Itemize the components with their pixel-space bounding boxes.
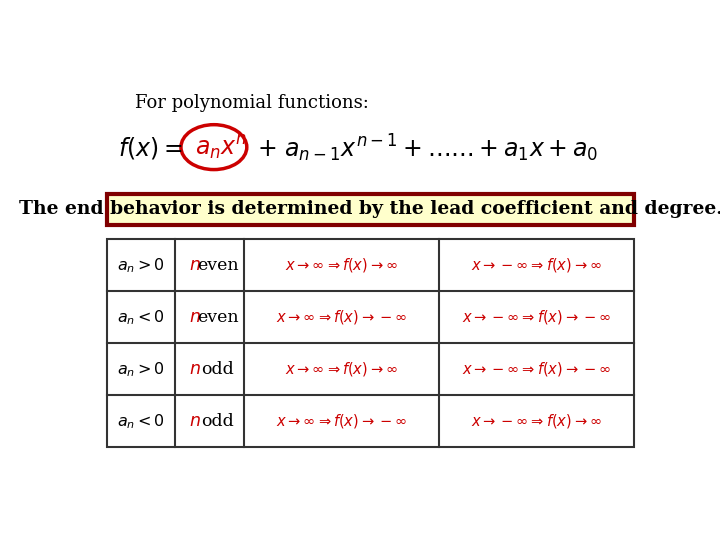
Text: $n$: $n$ xyxy=(189,257,200,274)
Bar xyxy=(107,239,634,447)
Text: $a_n < 0$: $a_n < 0$ xyxy=(117,412,165,431)
FancyBboxPatch shape xyxy=(107,194,634,225)
Text: $n$: $n$ xyxy=(189,413,200,430)
Text: even: even xyxy=(197,257,238,274)
Text: $n$: $n$ xyxy=(189,309,200,326)
Text: $x \to -\infty \Rightarrow f(x) \to -\infty$: $x \to -\infty \Rightarrow f(x) \to -\in… xyxy=(462,360,611,379)
Text: $x \to -\infty \Rightarrow f(x) \to -\infty$: $x \to -\infty \Rightarrow f(x) \to -\in… xyxy=(462,308,611,326)
Text: $a_n < 0$: $a_n < 0$ xyxy=(117,308,165,327)
Text: $+ \ a_{n-1}x^{n-1} + \ldots\ldots + a_1x + a_0$: $+ \ a_{n-1}x^{n-1} + \ldots\ldots + a_1… xyxy=(258,132,598,164)
Text: $a_n > 0$: $a_n > 0$ xyxy=(117,360,165,379)
Text: $x \to \infty \Rightarrow f(x) \to \infty$: $x \to \infty \Rightarrow f(x) \to \inft… xyxy=(285,256,398,274)
Text: For polynomial functions:: For polynomial functions: xyxy=(135,94,369,112)
Text: $x \to \infty \Rightarrow f(x) \to -\infty$: $x \to \infty \Rightarrow f(x) \to -\inf… xyxy=(276,413,407,430)
Text: The end behavior is determined by the lead coefficient and degree.: The end behavior is determined by the le… xyxy=(19,200,720,218)
Text: $x \to -\infty \Rightarrow f(x) \to \infty$: $x \to -\infty \Rightarrow f(x) \to \inf… xyxy=(471,413,602,430)
Text: $x \to \infty \Rightarrow f(x) \to \infty$: $x \to \infty \Rightarrow f(x) \to \inft… xyxy=(285,360,398,379)
Text: odd: odd xyxy=(202,413,234,430)
Text: odd: odd xyxy=(202,361,234,378)
Text: $a_n > 0$: $a_n > 0$ xyxy=(117,256,165,275)
Text: even: even xyxy=(197,309,238,326)
Text: $n$: $n$ xyxy=(189,361,200,378)
Text: $x \to -\infty \Rightarrow f(x) \to \infty$: $x \to -\infty \Rightarrow f(x) \to \inf… xyxy=(471,256,602,274)
Text: $x \to \infty \Rightarrow f(x) \to -\infty$: $x \to \infty \Rightarrow f(x) \to -\inf… xyxy=(276,308,407,326)
Text: $a_n x^n$: $a_n x^n$ xyxy=(195,134,247,162)
Text: $f(x) = $: $f(x) = $ xyxy=(118,135,182,161)
